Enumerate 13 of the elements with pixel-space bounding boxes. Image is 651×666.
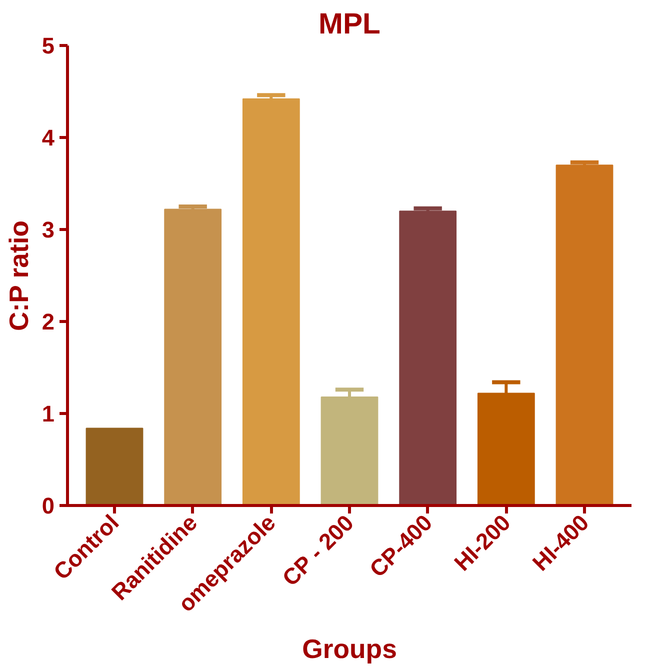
chart-title: MPL: [318, 8, 381, 40]
y-axis-title: C:P ratio: [4, 220, 34, 332]
y-tick-label: 0: [42, 492, 55, 518]
y-tick-label: 4: [42, 124, 55, 150]
x-axis-title: Groups: [302, 634, 397, 664]
y-tick-label: 3: [42, 216, 55, 242]
bar: [86, 428, 144, 506]
bar: [399, 210, 457, 506]
y-tick-label: 2: [42, 308, 55, 334]
x-tick-label: CP - 200: [277, 510, 358, 591]
y-tick-label: 5: [42, 32, 55, 58]
y-tick-label: 1: [42, 400, 55, 426]
bar: [164, 208, 222, 506]
